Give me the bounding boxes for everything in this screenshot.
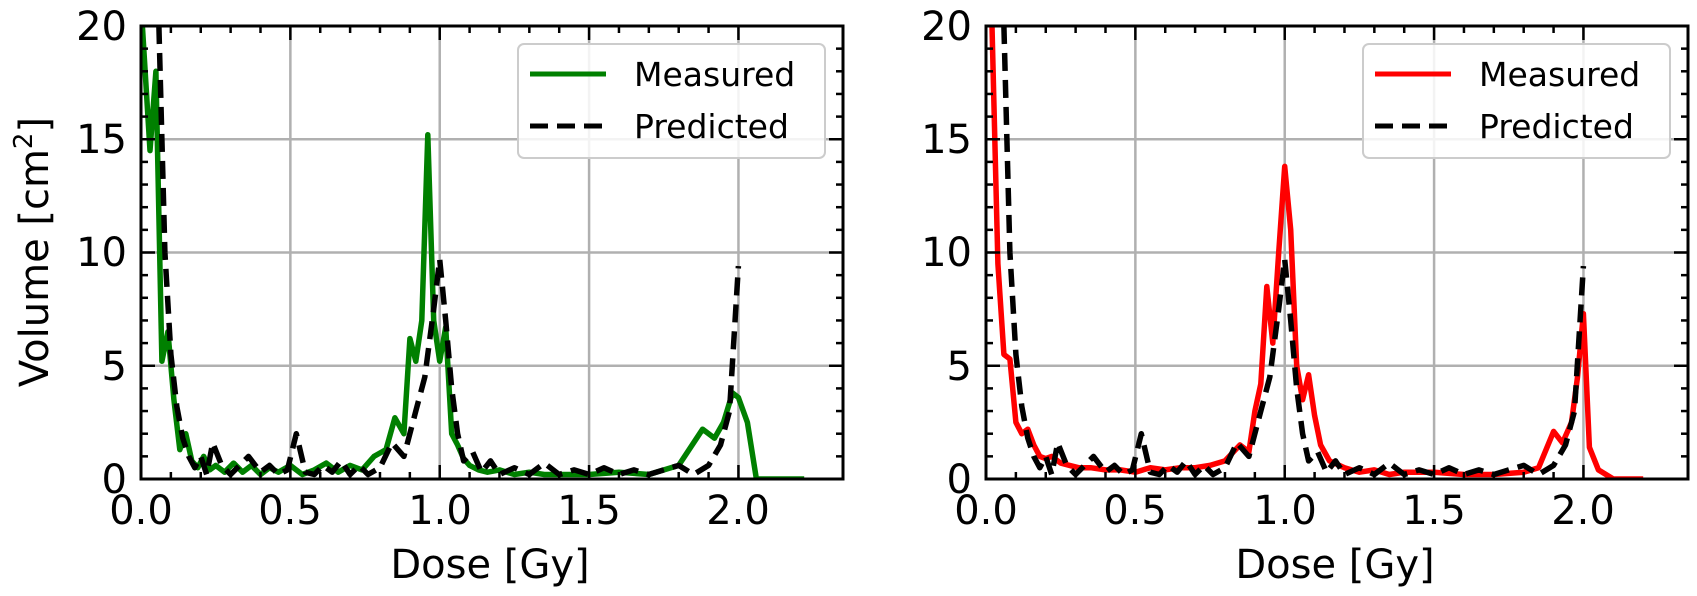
x-tick-label: 1.0: [1253, 488, 1317, 534]
x-tick-labels: 0.0 0.5 1.0 1.5 2.0: [109, 488, 770, 534]
series-line-predicted: [156, 26, 742, 478]
y-tick-label: 5: [947, 344, 972, 390]
legend-label-measured: Measured: [1479, 55, 1640, 94]
y-tick-labels: 0 5 10 15 20: [921, 4, 972, 503]
x-axis-title: Dose [Gy]: [390, 542, 589, 588]
y-tick-label: 10: [921, 230, 972, 276]
x-tick-label: 0.5: [1103, 488, 1167, 534]
x-tick-label: 0.0: [109, 488, 173, 534]
chart-panel-measured-green: 0 5 10 15 20 0.0 0.5 1.0 1.5 2.0 Dose [G…: [9, 4, 845, 588]
y-tick-label: 0: [102, 457, 127, 503]
legend: Measured Predicted: [1362, 43, 1671, 159]
y-tick-label: 10: [76, 230, 127, 276]
series-lines: [989, 26, 1644, 479]
series-line-predicted: [1001, 26, 1587, 478]
x-tick-label: 0.0: [954, 488, 1018, 534]
x-tick-label: 1.5: [1402, 488, 1466, 534]
y-axis-title: Volume [cm2]: [9, 117, 58, 387]
x-tick-labels: 0.0 0.5 1.0 1.5 2.0: [954, 488, 1615, 534]
x-tick-label: 2.0: [1551, 488, 1615, 534]
x-axis-title: Dose [Gy]: [1235, 542, 1434, 588]
y-tick-label: 15: [76, 117, 127, 163]
legend-label-predicted: Predicted: [634, 107, 789, 146]
legend-label-predicted: Predicted: [1479, 107, 1634, 146]
y-tick-labels: 0 5 10 15 20: [76, 4, 127, 503]
legend: Measured Predicted: [517, 43, 826, 159]
y-tick-label: 15: [921, 117, 972, 163]
legend-label-measured: Measured: [634, 55, 795, 94]
axis-ticks: [139, 24, 843, 481]
y-tick-label: 20: [921, 4, 972, 50]
x-tick-label: 0.5: [258, 488, 322, 534]
y-tick-label: 20: [76, 4, 127, 50]
y-tick-label: 5: [102, 344, 127, 390]
axis-ticks: [984, 24, 1688, 481]
x-tick-label: 2.0: [706, 488, 770, 534]
y-tick-label: 0: [947, 457, 972, 503]
chart-panel-measured-red: 0 5 10 15 20 0.0 0.5 1.0 1.5 2.0 Dose [G…: [921, 4, 1690, 588]
series-lines: [141, 26, 805, 479]
x-tick-label: 1.0: [408, 488, 472, 534]
x-tick-label: 1.5: [557, 488, 621, 534]
series-line-measured: [141, 26, 805, 479]
